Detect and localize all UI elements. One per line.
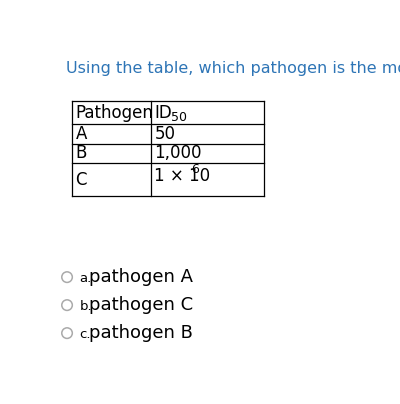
Text: b.: b. bbox=[80, 300, 92, 313]
Text: c.: c. bbox=[80, 328, 91, 341]
Text: 1 × 10: 1 × 10 bbox=[154, 168, 210, 185]
Text: 50: 50 bbox=[171, 111, 187, 124]
Text: ID: ID bbox=[154, 104, 172, 122]
Text: Pathogen: Pathogen bbox=[76, 104, 153, 122]
Text: pathogen A: pathogen A bbox=[89, 268, 193, 286]
Text: 50: 50 bbox=[154, 125, 176, 143]
Text: 6: 6 bbox=[191, 163, 199, 176]
Text: B: B bbox=[76, 145, 87, 162]
Text: pathogen C: pathogen C bbox=[89, 296, 193, 314]
Text: C: C bbox=[76, 170, 87, 189]
Text: Using the table, which pathogen is the most virulent?: Using the table, which pathogen is the m… bbox=[66, 61, 400, 76]
Text: 1,000: 1,000 bbox=[154, 145, 202, 162]
Text: pathogen B: pathogen B bbox=[89, 324, 193, 342]
Text: A: A bbox=[76, 125, 87, 143]
Text: a.: a. bbox=[80, 272, 92, 285]
